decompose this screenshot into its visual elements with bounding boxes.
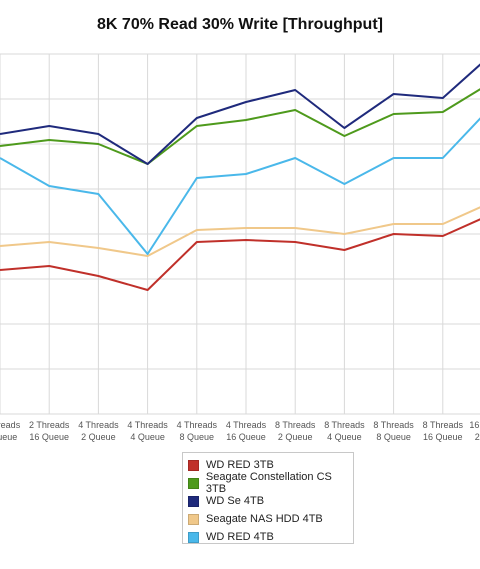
series-line-2 — [0, 63, 480, 165]
legend-item: WD Se 4TB — [188, 492, 353, 510]
x-tick-label: 8 Threads 4 Queue — [324, 420, 365, 442]
x-tick-label: 4 Threads 2 Queue — [78, 420, 119, 442]
legend-item: Seagate NAS HDD 4TB — [188, 510, 353, 528]
x-tick-label: 8 Threads 2 Queue — [275, 420, 316, 442]
x-tick-label: 8 Threads 8 Queue — [373, 420, 414, 442]
legend-item: Seagate Constellation CS 3TB — [188, 471, 353, 495]
grid — [0, 53, 480, 415]
series-lines — [0, 63, 480, 291]
x-tick-label: 4 Threads 4 Queue — [127, 420, 168, 442]
x-tick-label: 2 Threads 16 Queue — [29, 420, 70, 442]
legend-label: Seagate NAS HDD 4TB — [206, 513, 323, 525]
x-tick-label: 8 Threads 16 Queue — [423, 420, 464, 442]
legend-label: Seagate Constellation CS 3TB — [205, 471, 332, 495]
x-tick-label: 4 Threads 8 Queue — [177, 420, 218, 442]
legend-swatch — [188, 513, 199, 525]
legend-swatch — [188, 531, 199, 543]
series-line-4 — [0, 117, 480, 255]
legend-item: WD RED 4TB — [188, 528, 353, 546]
series-line-1 — [0, 88, 480, 165]
legend-label: WD RED 3TB — [206, 459, 274, 471]
chart-title: 8K 70% Read 30% Write [Throughput] — [97, 16, 383, 33]
legend-swatch — [188, 495, 199, 507]
legend: WD RED 3TB Seagate Constellation CS 3TB WD… — [182, 452, 354, 544]
x-tick-label: 4 Threads 16 Queue — [226, 420, 267, 442]
series-line-3 — [0, 206, 480, 257]
legend-label: WD Se 4TB — [206, 495, 265, 507]
legend-swatch — [188, 459, 199, 471]
series-line-0 — [0, 218, 480, 291]
legend-swatch — [188, 477, 199, 489]
legend-label: WD RED 4TB — [206, 531, 274, 543]
legend-item: WD RED 3TB — [188, 456, 353, 474]
